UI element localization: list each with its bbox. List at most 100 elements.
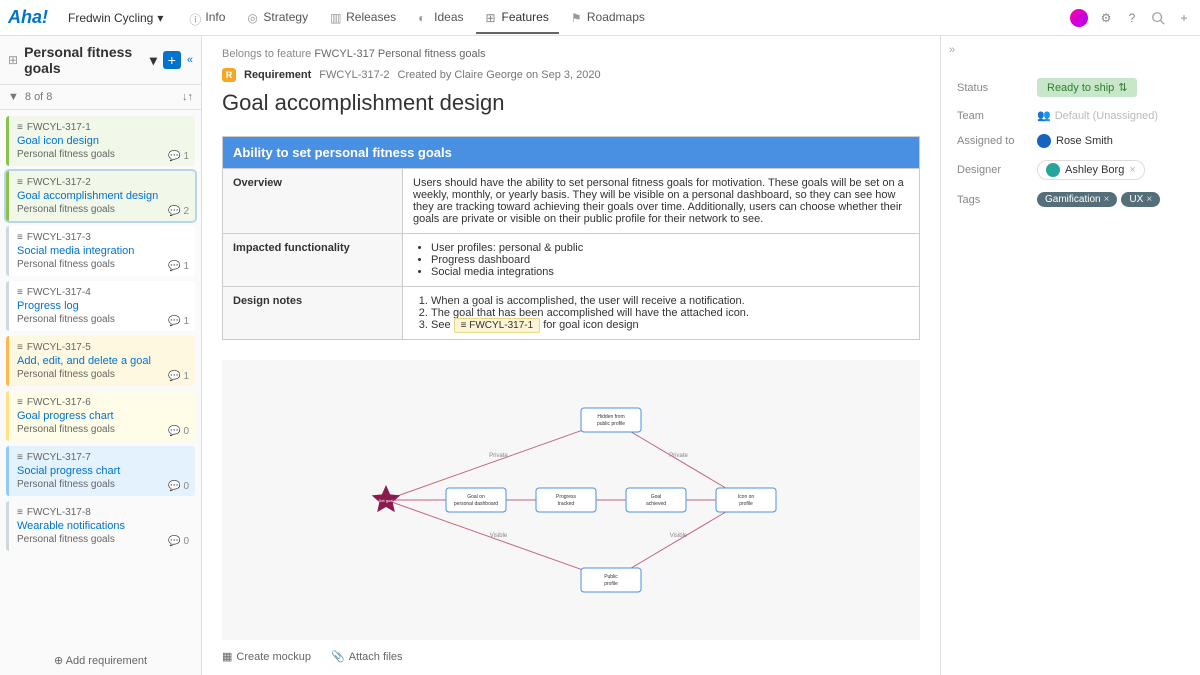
svg-text:Set goal: Set goal bbox=[379, 498, 394, 503]
card-comment-count: 💬1 bbox=[168, 261, 189, 272]
item-count: 8 of 8 bbox=[25, 91, 53, 103]
tag-chip[interactable]: Gamification× bbox=[1037, 192, 1117, 207]
breadcrumb-prefix: Belongs to feature bbox=[222, 48, 311, 60]
requirement-card[interactable]: ≡FWCYL-317-7 Social progress chart Perso… bbox=[6, 446, 195, 496]
grid-icon: ⊞ bbox=[8, 53, 18, 67]
card-title: Progress log bbox=[17, 300, 187, 312]
top-nav: Aha! Fredwin Cycling ▾ ⓘInfo◎Strategy▥Re… bbox=[0, 0, 1200, 36]
svg-text:Visible: Visible bbox=[490, 533, 508, 539]
sidebar-title-text: Personal fitness goals bbox=[24, 44, 146, 76]
workspace-name: Fredwin Cycling bbox=[68, 11, 153, 25]
card-comment-count: 💬1 bbox=[168, 316, 189, 327]
nav-releases[interactable]: ▥Releases bbox=[320, 2, 406, 34]
card-epic: Personal fitness goals bbox=[17, 369, 187, 380]
nav-roadmaps[interactable]: ⚑Roadmaps bbox=[561, 2, 655, 34]
designer-chip[interactable]: Ashley Borg× bbox=[1037, 160, 1145, 180]
nav-features[interactable]: ⊞Features bbox=[476, 2, 559, 34]
collapse-props-icon[interactable]: » bbox=[949, 44, 955, 56]
requirement-card[interactable]: ≡FWCYL-317-6 Goal progress chart Persona… bbox=[6, 391, 195, 441]
remove-tag-icon[interactable]: × bbox=[1146, 194, 1152, 205]
team-text: Default (Unassigned) bbox=[1055, 110, 1158, 122]
add-button[interactable]: + bbox=[163, 51, 181, 69]
requirement-card[interactable]: ≡FWCYL-317-4 Progress log Personal fitne… bbox=[6, 281, 195, 331]
sort-icon[interactable]: ↓↑ bbox=[182, 91, 193, 103]
assignee-name: Rose Smith bbox=[1056, 135, 1113, 147]
comment-icon: 💬 bbox=[168, 261, 180, 272]
add-requirement-button[interactable]: ⊕ Add requirement bbox=[0, 646, 201, 675]
card-ref: ≡FWCYL-317-1 bbox=[17, 122, 187, 133]
nav-strategy[interactable]: ◎Strategy bbox=[237, 2, 318, 34]
list-icon: ≡ bbox=[17, 232, 23, 243]
spec-row-content: User profiles: personal & publicProgress… bbox=[403, 234, 920, 287]
avatar-dot bbox=[1046, 163, 1060, 177]
chevron-down-icon: ▾ bbox=[150, 52, 157, 69]
record-ref: FWCYL-317-2 bbox=[319, 69, 389, 81]
requirement-card[interactable]: ≡FWCYL-317-2 Goal accomplishment design … bbox=[6, 171, 195, 221]
card-title: Goal accomplishment design bbox=[17, 190, 187, 202]
attach-files-button[interactable]: 📎 Attach files bbox=[331, 650, 403, 663]
workspace-picker[interactable]: Fredwin Cycling ▾ bbox=[60, 7, 171, 29]
svg-text:Hidden frompublic profile: Hidden frompublic profile bbox=[597, 414, 625, 427]
card-ref: ≡FWCYL-317-5 bbox=[17, 342, 187, 353]
requirement-icon: R bbox=[222, 68, 236, 82]
requirement-card[interactable]: ≡FWCYL-317-3 Social media integration Pe… bbox=[6, 226, 195, 276]
ref-chip[interactable]: ≡ FWCYL-317-1 bbox=[454, 318, 541, 333]
breadcrumb-link[interactable]: FWCYL-317 Personal fitness goals bbox=[314, 48, 485, 60]
help-icon[interactable]: ? bbox=[1124, 10, 1140, 26]
nav-label: Releases bbox=[346, 10, 396, 24]
logo: Aha! bbox=[8, 7, 48, 28]
team-value[interactable]: 👥 Default (Unassigned) bbox=[1037, 109, 1184, 122]
nav-label: Roadmaps bbox=[587, 10, 645, 24]
search-icon[interactable] bbox=[1150, 10, 1166, 26]
paperclip-icon: 📎 bbox=[331, 650, 345, 663]
comment-icon: 💬 bbox=[168, 151, 180, 162]
team-label: Team bbox=[957, 110, 1037, 122]
nav-ideas[interactable]: ◐Ideas bbox=[408, 2, 473, 34]
card-comment-count: 💬0 bbox=[168, 426, 189, 437]
avatar-dot bbox=[1037, 134, 1051, 148]
list-icon: ≡ bbox=[17, 122, 23, 133]
bulb-icon: ◐ bbox=[418, 11, 429, 22]
assigned-label: Assigned to bbox=[957, 135, 1037, 147]
tag-chip[interactable]: UX× bbox=[1121, 192, 1160, 207]
comment-icon: 💬 bbox=[168, 426, 180, 437]
card-title: Social progress chart bbox=[17, 465, 187, 477]
attach-files-label: Attach files bbox=[349, 651, 403, 663]
spec-row-label: Impacted functionality bbox=[223, 234, 403, 287]
card-epic: Personal fitness goals bbox=[17, 534, 187, 545]
card-epic: Personal fitness goals bbox=[17, 314, 187, 325]
create-mockup-button[interactable]: ▦Create mockup bbox=[222, 650, 311, 663]
sidebar-title[interactable]: Personal fitness goals ▾ bbox=[24, 44, 157, 76]
svg-text:Visible: Visible bbox=[670, 533, 688, 539]
card-comment-count: 💬0 bbox=[168, 481, 189, 492]
requirement-card[interactable]: ≡FWCYL-317-1 Goal icon design Personal f… bbox=[6, 116, 195, 166]
add-icon[interactable]: + bbox=[1176, 10, 1192, 26]
filter-icon[interactable]: ▼ bbox=[8, 91, 19, 103]
requirement-sidebar: ⊞ Personal fitness goals ▾ + « ▼ 8 of 8 … bbox=[0, 36, 202, 675]
nav-label: Strategy bbox=[263, 10, 308, 24]
assignee-chip[interactable]: Rose Smith bbox=[1037, 134, 1113, 148]
nav-label: Info bbox=[205, 10, 225, 24]
status-pill[interactable]: Ready to ship⇅ bbox=[1037, 78, 1137, 97]
remove-icon[interactable]: × bbox=[1129, 164, 1135, 176]
spec-table: Ability to set personal fitness goals Ov… bbox=[222, 136, 920, 340]
list-icon: ≡ bbox=[17, 507, 23, 518]
breadcrumb: Belongs to feature FWCYL-317 Personal fi… bbox=[222, 48, 920, 60]
tags-label: Tags bbox=[957, 194, 1037, 206]
requirement-card[interactable]: ≡FWCYL-317-5 Add, edit, and delete a goa… bbox=[6, 336, 195, 386]
detail-pane: ⋯ Belongs to feature FWCYL-317 Personal … bbox=[202, 36, 940, 675]
updown-icon: ⇅ bbox=[1118, 81, 1127, 94]
svg-text:Progresstracked: Progresstracked bbox=[556, 494, 577, 507]
card-ref: ≡FWCYL-317-4 bbox=[17, 287, 187, 298]
nav-info[interactable]: ⓘInfo bbox=[179, 2, 235, 34]
collapse-sidebar-icon[interactable]: « bbox=[187, 54, 193, 66]
card-ref: ≡FWCYL-317-8 bbox=[17, 507, 187, 518]
svg-text:Private: Private bbox=[669, 453, 688, 459]
user-avatar[interactable] bbox=[1070, 9, 1088, 27]
card-ref: ≡FWCYL-317-2 bbox=[17, 177, 187, 188]
page-title[interactable]: Goal accomplishment design bbox=[222, 90, 920, 116]
requirement-card[interactable]: ≡FWCYL-317-8 Wearable notifications Pers… bbox=[6, 501, 195, 551]
gear-icon[interactable]: ⚙ bbox=[1098, 10, 1114, 26]
remove-tag-icon[interactable]: × bbox=[1104, 194, 1110, 205]
creator-text: Created by Claire George on Sep 3, 2020 bbox=[398, 69, 601, 81]
